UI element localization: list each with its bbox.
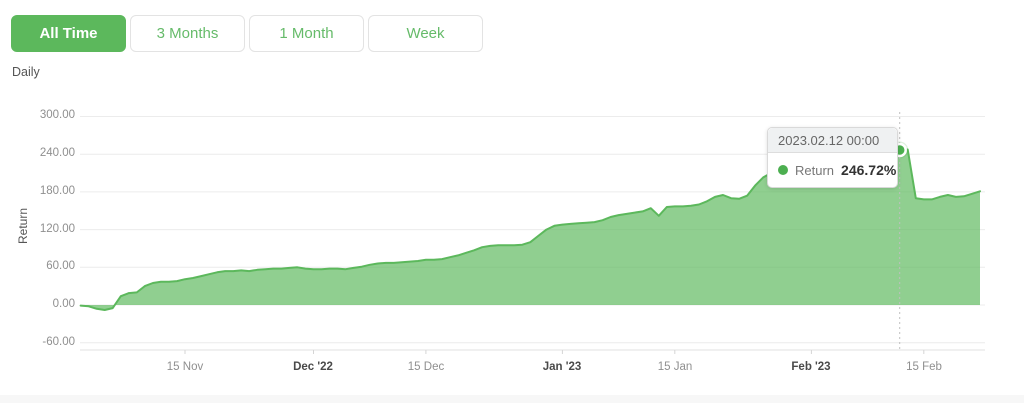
y-axis-label: 240.00 — [39, 147, 75, 159]
y-axis-label: 0.00 — [52, 298, 75, 310]
bottom-divider — [0, 395, 1024, 403]
time-range-button-group: All Time 3 Months 1 Month Week — [11, 15, 483, 52]
x-axis-label: Jan '23 — [542, 361, 582, 373]
tooltip-body: Return 246.72% — [768, 153, 897, 187]
tooltip-date: 2023.02.12 00:00 — [768, 128, 897, 153]
chart-tooltip: 2023.02.12 00:00 Return 246.72% — [767, 127, 898, 188]
x-axis-label: 15 Jan — [657, 361, 693, 373]
x-axis-label: 15 Feb — [906, 361, 942, 373]
tooltip-series-name: Return — [795, 162, 835, 178]
y-axis-label: 120.00 — [39, 223, 75, 235]
x-axis-label: Feb '23 — [791, 361, 831, 373]
x-axis-label: Dec '22 — [293, 361, 333, 373]
range-button-all-time[interactable]: All Time — [11, 15, 126, 52]
series-dot-icon — [778, 165, 788, 175]
y-axis-label: -60.00 — [42, 336, 75, 348]
range-button-1-month[interactable]: 1 Month — [249, 15, 364, 52]
return-area-fill — [80, 149, 981, 310]
y-axis-title: Return — [16, 207, 30, 245]
range-button-3-months[interactable]: 3 Months — [130, 15, 245, 52]
y-axis-label: 60.00 — [46, 260, 75, 272]
x-axis-label: 15 Nov — [166, 361, 204, 373]
y-axis-label: 180.00 — [39, 185, 75, 197]
range-button-week[interactable]: Week — [368, 15, 483, 52]
x-axis-label: 15 Dec — [407, 361, 445, 373]
y-axis-label: 300.00 — [39, 109, 75, 121]
frequency-label: Daily — [12, 65, 40, 79]
tooltip-series-value: 246.72% — [841, 162, 897, 178]
